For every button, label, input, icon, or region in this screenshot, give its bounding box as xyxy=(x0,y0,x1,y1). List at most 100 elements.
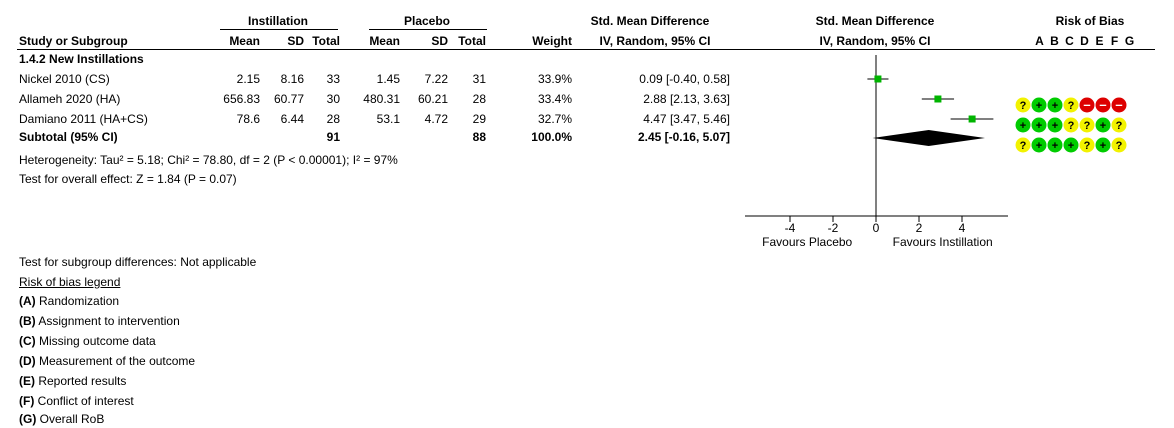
exp-sd: 6.44 xyxy=(280,112,304,126)
ctrl-header-rule xyxy=(369,29,487,30)
pooled-diamond xyxy=(872,130,986,146)
legend-key: (D) xyxy=(19,354,36,368)
header-rule xyxy=(17,49,1155,50)
effect-ci: 4.47 [3.47, 5.46] xyxy=(643,112,730,126)
exp-sd: 8.16 xyxy=(280,72,304,86)
exp-mean: 78.6 xyxy=(236,112,260,126)
rob-letter-b: B xyxy=(1050,34,1059,48)
rob-circle xyxy=(1111,97,1127,113)
subtotal-exp-total: 91 xyxy=(326,130,340,144)
subtotal-ctrl-total: 88 xyxy=(472,130,486,144)
rob-circle xyxy=(1111,117,1127,133)
rob-letter-c: C xyxy=(1065,34,1074,48)
rob-symbol: + xyxy=(1036,140,1042,152)
rob-circle xyxy=(1063,137,1079,153)
legend-text: Assignment to intervention xyxy=(35,314,180,328)
rob-circle xyxy=(1015,117,1031,133)
rob-circle xyxy=(1079,97,1095,113)
effect-header: Std. Mean Difference xyxy=(590,14,710,28)
rob-circle xyxy=(1079,137,1095,153)
rob-legend-title: Risk of bias legend xyxy=(19,275,121,289)
rob-circle xyxy=(1031,117,1047,133)
exp-sd: 60.77 xyxy=(273,92,304,106)
x-tick-label: -4 xyxy=(785,221,796,235)
rob-symbol: ? xyxy=(1084,120,1091,132)
weight: 33.4% xyxy=(537,92,572,106)
effect-marker xyxy=(934,95,942,103)
legend-key: (A) xyxy=(19,294,36,308)
exp-mean-header: Mean xyxy=(229,34,260,48)
rob-symbol: – xyxy=(1083,97,1090,112)
legend-key: (F) xyxy=(19,394,35,408)
ctrl-sd: 4.72 xyxy=(424,112,448,126)
subtotal-weight: 100.0% xyxy=(531,130,572,144)
rob-symbol: ? xyxy=(1116,140,1123,152)
legend-text: Reported results xyxy=(35,374,127,388)
exp-total: 33 xyxy=(326,72,340,86)
legend-text: Overall RoB xyxy=(36,412,105,426)
rob-symbol: + xyxy=(1020,120,1026,132)
exp-total: 28 xyxy=(326,112,340,126)
ctrl-mean: 1.45 xyxy=(376,72,400,86)
method-header: IV, Random, 95% CI xyxy=(599,34,711,48)
ctrl-total: 31 xyxy=(472,72,486,86)
rob-symbol: – xyxy=(1099,97,1106,112)
ctrl-mean: 53.1 xyxy=(376,112,400,126)
subgroup-differences-text: Test for subgroup differences: Not appli… xyxy=(19,255,257,269)
plot-method-header: IV, Random, 95% CI xyxy=(819,34,931,48)
ctrl-total: 28 xyxy=(472,92,486,106)
rob-circle xyxy=(1015,137,1031,153)
x-tick-label: 4 xyxy=(959,221,966,235)
legend-item: (D) Measurement of the outcome xyxy=(19,354,195,368)
study-name: Allameh 2020 (HA) xyxy=(19,92,121,106)
rob-symbol: + xyxy=(1100,120,1106,132)
legend-item: (E) Reported results xyxy=(19,374,126,388)
legend-key: (G) xyxy=(19,412,37,426)
rob-letter-a: A xyxy=(1035,34,1044,48)
rob-symbol: + xyxy=(1052,140,1058,152)
overall-effect-text: Test for overall effect: Z = 1.84 (P = 0… xyxy=(19,172,237,186)
rob-symbol: ? xyxy=(1116,120,1123,132)
group-exp-header: Instillation xyxy=(248,14,308,28)
rob-circle xyxy=(1031,97,1047,113)
exp-mean: 656.83 xyxy=(223,92,260,106)
rob-circle xyxy=(1047,137,1063,153)
group-ctrl-header: Placebo xyxy=(403,14,451,28)
rob-circle xyxy=(1047,117,1063,133)
subtotal-ci: 2.45 [-0.16, 5.07] xyxy=(637,130,730,144)
ctrl-sd-header: SD xyxy=(431,34,448,48)
forest-plot: -4 -2 0 2 4 Favours Placebo Favours Instillati… xyxy=(745,55,1008,249)
rob-circle xyxy=(1111,137,1127,153)
legend-item: (B) Assignment to intervention xyxy=(19,314,180,328)
study-name: Damiano 2011 (HA+CS) xyxy=(19,112,148,126)
rob-letter-g: G xyxy=(1124,34,1135,48)
rob-circle xyxy=(1095,137,1111,153)
legend-key: (B) xyxy=(19,314,36,328)
x-tick-label: 2 xyxy=(916,221,923,235)
rob-symbol: ? xyxy=(1068,120,1075,132)
exp-total: 30 xyxy=(326,92,340,106)
subgroup-title: 1.4.2 New Instillations xyxy=(19,52,144,66)
rob-symbol: + xyxy=(1100,140,1106,152)
exp-mean: 2.15 xyxy=(236,72,260,86)
rob-header: Risk of Bias xyxy=(1055,14,1125,28)
effect-marker xyxy=(874,75,882,83)
subtotal-label: Subtotal (95% CI) xyxy=(19,130,118,144)
study-col-header: Study or Subgroup xyxy=(19,34,128,48)
legend-item: (A) Randomization xyxy=(19,294,119,308)
risk-of-bias-grid: ? + +? – – –+ + +?? +?? + + +? +? xyxy=(1015,97,1127,153)
legend-text: Missing outcome data xyxy=(35,334,156,348)
plot-effect-header: Std. Mean Difference xyxy=(815,14,935,28)
legend-item: (G) Overall RoB xyxy=(19,412,104,426)
rob-symbol: ? xyxy=(1020,140,1027,152)
rob-letter-d: D xyxy=(1080,34,1089,48)
rob-circle xyxy=(1095,97,1111,113)
x-tick-label: -2 xyxy=(828,221,839,235)
ctrl-sd: 7.22 xyxy=(424,72,448,86)
rob-circle xyxy=(1015,97,1031,113)
rob-symbol: + xyxy=(1036,100,1042,112)
rob-symbol: ? xyxy=(1068,100,1075,112)
effect-ci: 2.88 [2.13, 3.63] xyxy=(643,92,730,106)
legend-text: Measurement of the outcome xyxy=(35,354,196,368)
